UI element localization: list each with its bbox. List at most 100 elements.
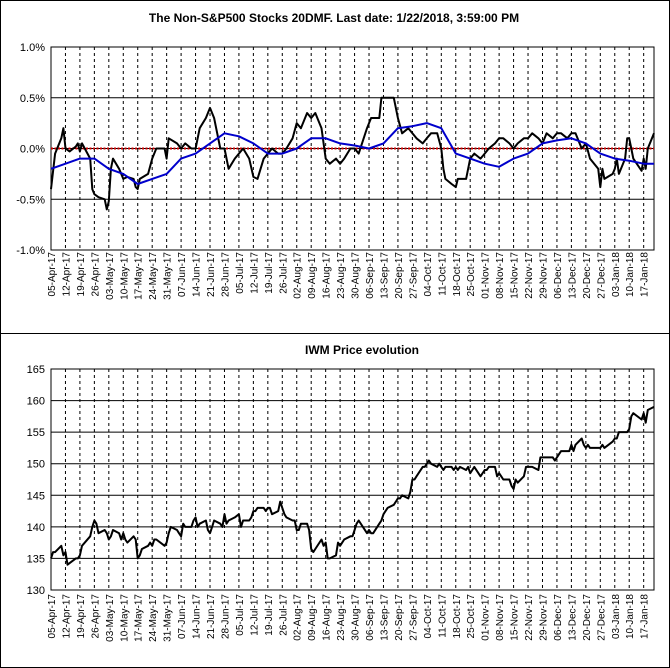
top-x-tick-label: 01-Nov-17 [481,252,492,299]
top-series-line-0 [50,96,655,211]
bottom-x-tick-label: 26-Apr-17 [90,594,101,639]
top-x-tick-label: 03-May-17 [105,252,116,300]
top-x-tick-label: 21-Jun-17 [206,252,217,297]
top-x-tick-label: 05-Jul-17 [235,252,246,294]
bottom-x-tick-label: 12-Jul-17 [249,594,260,636]
top-x-tick-label: 22-Nov-17 [524,252,535,299]
top-x-tick-label: 30-Aug-17 [351,252,362,299]
top-x-tick-label: 10-Jan-18 [625,252,636,297]
bottom-y-tick-label: 135 [27,553,45,565]
top-y-tick-label: 0.5% [20,93,45,105]
top-x-tick-label: 13-Sep-17 [379,252,390,299]
top-x-tick-label: 17-May-17 [134,252,145,300]
top-y-tick-label: -1.0% [16,245,45,257]
top-x-tick-label: 12-Jul-17 [249,252,260,294]
bottom-y-tick-label: 165 [27,364,45,376]
top-x-tick-label: 23-Aug-17 [336,252,347,299]
bottom-x-tick-label: 17-May-17 [134,594,145,642]
bottom-plot-area [50,368,655,591]
bottom-y-tick-label: 140 [27,522,45,534]
bottom-x-tick-label: 20-Sep-17 [394,594,405,641]
bottom-x-tick-label: 12-Apr-17 [61,594,72,639]
bottom-x-tick-label: 17-Jan-18 [640,594,651,639]
bottom-x-tick-label: 19-Jul-17 [264,594,275,636]
top-x-tick-label: 11-Oct-17 [437,252,448,296]
bottom-x-tick-label: 31-May-17 [163,594,174,642]
top-x-tick-label: 08-Nov-17 [495,252,506,299]
bottom-x-tick-label: 05-Apr-17 [47,594,58,639]
top-x-tick-label: 26-Apr-17 [90,252,101,297]
top-chart-title: The Non-S&P500 Stocks 20DMF. Last date: … [149,11,519,25]
top-x-tick-label: 14-Jun-17 [192,252,203,297]
bottom-x-tick-label: 30-Aug-17 [351,594,362,641]
top-x-tick-label: 02-Aug-17 [293,252,304,299]
bottom-x-tick-label: 29-Nov-17 [538,594,549,641]
bottom-x-tick-label: 02-Aug-17 [293,594,304,641]
top-x-tick-label: 25-Oct-17 [466,252,477,297]
bottom-chart-title: IWM Price evolution [305,343,419,357]
top-x-tick-label: 27-Sep-17 [408,252,419,299]
bottom-x-tick-label: 06-Sep-17 [365,594,376,641]
top-x-tick-label: 20-Dec-17 [582,252,593,299]
bottom-x-tick-label: 09-Aug-17 [307,594,318,641]
bottom-x-tick-label: 24-May-17 [148,594,159,642]
bottom-y-tick-label: 160 [27,396,45,408]
bottom-y-tick-label: 130 [27,585,45,597]
bottom-x-tick-label: 22-Nov-17 [524,594,535,641]
bottom-x-tick-label: 19-Apr-17 [76,594,87,639]
top-y-tick-label: 0.0% [20,144,45,156]
top-x-tick-label: 26-Jul-17 [278,252,289,294]
top-x-tick-label: 12-Apr-17 [61,252,72,297]
bottom-y-tick-label: 145 [27,490,45,502]
top-x-tick-label: 16-Aug-17 [322,252,333,299]
bottom-x-tick-label: 07-Jun-17 [177,594,188,639]
top-x-tick-label: 19-Apr-17 [76,252,87,297]
bottom-x-tick-label: 11-Oct-17 [437,594,448,638]
bottom-x-tick-label: 08-Nov-17 [495,594,506,641]
bottom-x-tick-label: 13-Sep-17 [379,594,390,641]
bottom-x-tick-label: 27-Dec-17 [596,594,607,641]
top-x-tick-label: 29-Nov-17 [538,252,549,299]
bottom-y-tick-label: 155 [27,427,45,439]
bottom-x-tick-label: 15-Nov-17 [510,594,521,641]
bottom-x-tick-label: 20-Dec-17 [582,594,593,641]
top-x-tick-label: 13-Dec-17 [567,252,578,299]
top-x-tick-label: 09-Aug-17 [307,252,318,299]
bottom-x-tick-label: 01-Nov-17 [481,594,492,641]
bottom-series-line-0 [50,406,655,566]
top-series-line-1 [50,122,654,185]
bottom-x-tick-label: 06-Dec-17 [553,594,564,641]
bottom-x-tick-label: 26-Jul-17 [278,594,289,636]
top-x-tick-label: 24-May-17 [148,252,159,300]
bottom-x-tick-label: 21-Jun-17 [206,594,217,639]
bottom-x-tick-label: 13-Dec-17 [567,594,578,641]
top-x-tick-label: 06-Dec-17 [553,252,564,299]
bottom-x-tick-label: 14-Jun-17 [192,594,203,639]
top-x-tick-label: 27-Dec-17 [596,252,607,299]
bottom-x-tick-label: 28-Jun-17 [220,594,231,639]
top-x-tick-label: 17-Jan-18 [640,252,651,297]
bottom-y-tick-label: 150 [27,459,45,471]
top-x-tick-label: 15-Nov-17 [510,252,521,299]
top-x-tick-label: 20-Sep-17 [394,252,405,299]
bottom-x-tick-label: 16-Aug-17 [322,594,333,641]
top-x-tick-label: 19-Jul-17 [264,252,275,294]
top-chart-plot: 1.0% 0.5% 0.0% -0.5% -1.0%05-Apr-17 12-Apr-17… [16,42,655,300]
bottom-x-tick-label: 03-May-17 [105,594,116,642]
top-x-tick-label: 18-Oct-17 [452,252,463,297]
top-x-tick-label: 07-Jun-17 [177,252,188,297]
bottom-x-tick-label: 18-Oct-17 [452,594,463,639]
bottom-x-tick-label: 25-Oct-17 [466,594,477,639]
top-x-tick-label: 28-Jun-17 [220,252,231,297]
bottom-x-tick-label: 10-Jan-18 [625,594,636,639]
bottom-x-tick-label: 23-Aug-17 [336,594,347,641]
bottom-x-tick-label: 03-Jan-18 [611,594,622,639]
bottom-x-tick-label: 10-May-17 [119,594,130,642]
bottom-x-tick-label: 05-Jul-17 [235,594,246,636]
top-x-tick-label: 06-Sep-17 [365,252,376,299]
top-x-tick-label: 03-Jan-18 [611,252,622,297]
top-x-tick-label: 10-May-17 [119,252,130,300]
